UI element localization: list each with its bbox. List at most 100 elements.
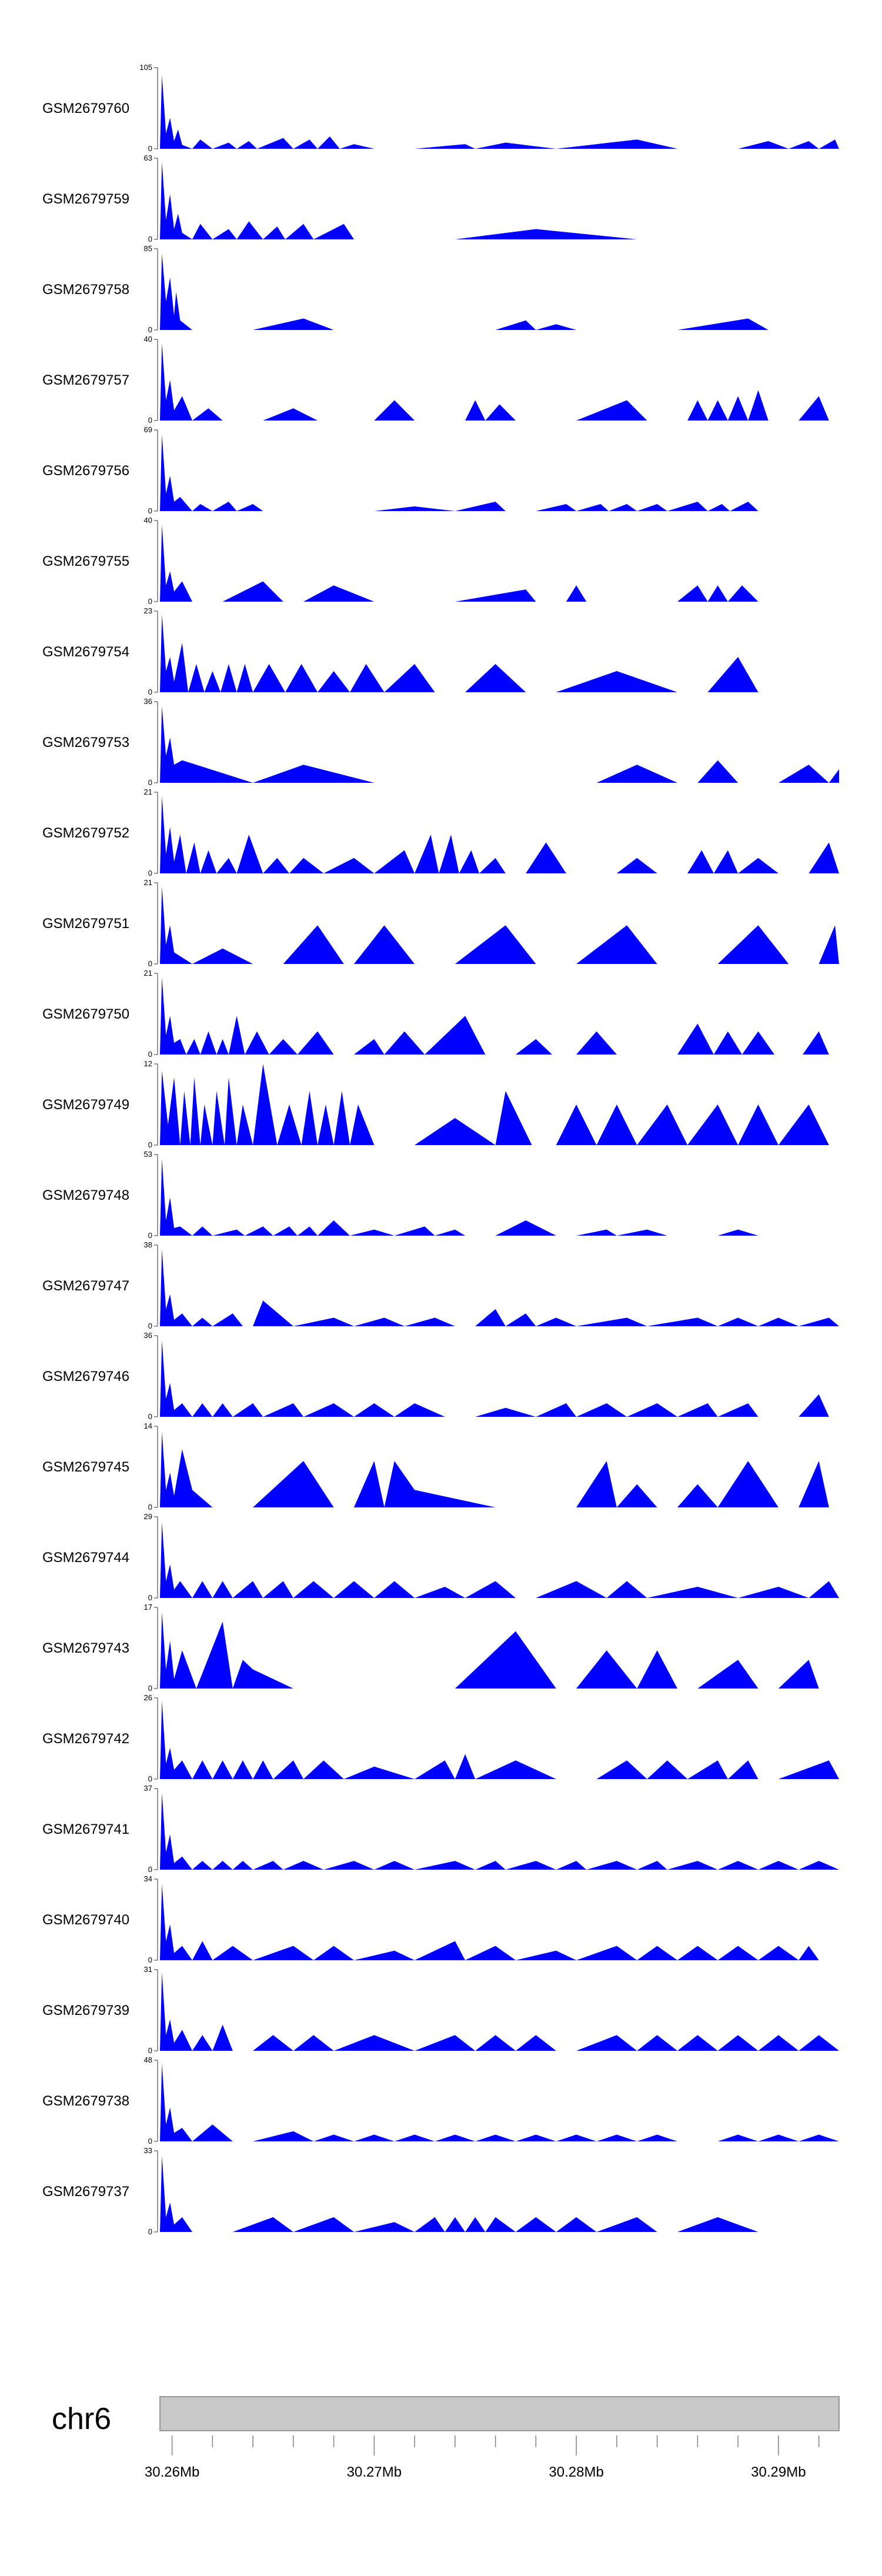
coverage-area <box>160 977 829 1055</box>
y-axis-max-label: 85 <box>144 244 152 253</box>
track-label: GSM2679745 <box>42 1459 129 1475</box>
coverage-area <box>160 1612 819 1689</box>
track-label: GSM2679752 <box>42 825 129 841</box>
y-axis-min-label: 0 <box>148 959 152 968</box>
y-axis-min-label: 0 <box>148 597 152 606</box>
y-axis-min-label: 0 <box>148 144 152 153</box>
y-axis-max-label: 53 <box>144 1150 152 1159</box>
track-GSM2679752: GSM2679752 21 0 <box>42 788 839 877</box>
axis-ticks: 30.26Mb 30.27Mb 30.28Mb 30.29Mb <box>145 2435 820 2480</box>
y-axis-min-label: 0 <box>148 325 152 334</box>
track-label: GSM2679737 <box>42 2184 129 2200</box>
track-GSM2679754: GSM2679754 23 0 <box>42 606 799 696</box>
coverage-area <box>160 1432 829 1507</box>
y-axis-min-label: 0 <box>148 778 152 787</box>
y-axis-min-label: 0 <box>148 506 152 515</box>
coverage-area <box>160 253 769 330</box>
track-GSM2679757: GSM2679757 40 0 <box>42 335 829 425</box>
coverage-area <box>160 706 839 783</box>
track-label: GSM2679760 <box>42 101 129 116</box>
track-label: GSM2679759 <box>42 191 129 207</box>
y-axis-min-label: 0 <box>148 1956 152 1964</box>
y-axis-min-label: 0 <box>148 1231 152 1240</box>
coverage-area <box>160 1793 839 1870</box>
track-label: GSM2679740 <box>42 1912 129 1928</box>
tracks-layer: GSM26797601050GSM2679759630GSM2679758850… <box>42 63 839 2236</box>
y-axis-min-label: 0 <box>148 1412 152 1421</box>
coverage-area <box>160 1064 829 1145</box>
track-label: GSM2679750 <box>42 1006 129 1022</box>
coverage-area <box>160 615 799 692</box>
y-axis-max-label: 48 <box>144 2056 152 2064</box>
y-axis-max-label: 29 <box>144 1512 152 1521</box>
y-axis-max-label: 17 <box>144 1603 152 1611</box>
track-label: GSM2679748 <box>42 1187 129 1203</box>
tick-label: 30.26Mb <box>145 2464 199 2480</box>
track-GSM2679738: GSM2679738 48 0 <box>42 2056 839 2145</box>
coverage-area <box>160 1249 839 1326</box>
track-GSM2679740: GSM2679740 34 0 <box>42 1874 819 1964</box>
y-axis-min-label: 0 <box>148 1593 152 1602</box>
track-GSM2679741: GSM2679741 37 0 <box>42 1784 839 1874</box>
coverage-area <box>160 1340 829 1417</box>
track-GSM2679758: GSM2679758 85 0 <box>42 244 769 334</box>
y-axis-max-label: 21 <box>144 969 152 977</box>
track-GSM2679746: GSM2679746 36 0 <box>42 1331 829 1421</box>
coverage-area <box>160 524 809 602</box>
tick-label: 30.27Mb <box>347 2464 402 2480</box>
track-label: GSM2679753 <box>42 735 129 750</box>
track-label: GSM2679749 <box>42 1097 129 1113</box>
y-axis-min-label: 0 <box>148 2137 152 2145</box>
y-axis-max-label: 37 <box>144 1784 152 1793</box>
y-axis-max-label: 12 <box>144 1059 152 1068</box>
track-GSM2679742: GSM2679742 26 0 <box>42 1693 839 1783</box>
y-axis-min-label: 0 <box>148 1050 152 1059</box>
track-label: GSM2679757 <box>42 372 129 388</box>
track-GSM2679755: GSM2679755 40 0 <box>42 516 809 606</box>
y-axis-max-label: 26 <box>144 1693 152 1702</box>
coverage-area <box>160 1972 839 2051</box>
y-axis-min-label: 0 <box>148 688 152 696</box>
track-GSM2679743: GSM2679743 17 0 <box>42 1603 819 1693</box>
y-axis-max-label: 38 <box>144 1240 152 1249</box>
tick-label: 30.28Mb <box>549 2464 603 2480</box>
y-axis-min-label: 0 <box>148 2227 152 2236</box>
chromosome-ideogram <box>159 2396 840 2431</box>
track-label: GSM2679751 <box>42 916 129 932</box>
y-axis-min-label: 0 <box>148 1322 152 1330</box>
coverage-area <box>160 1522 839 1598</box>
track-GSM2679748: GSM2679748 53 0 <box>42 1150 759 1240</box>
track-GSM2679739: GSM2679739 31 0 <box>42 1965 839 2055</box>
track-GSM2679751: GSM2679751 21 0 <box>42 878 839 968</box>
track-label: GSM2679743 <box>42 1640 129 1656</box>
coverage-area <box>160 75 839 149</box>
track-GSM2679759: GSM2679759 63 0 <box>42 154 739 243</box>
track-GSM2679747: GSM2679747 38 0 <box>42 1240 839 1330</box>
y-axis-min-label: 0 <box>148 1684 152 1693</box>
y-axis-max-label: 36 <box>144 1331 152 1340</box>
y-axis-min-label: 0 <box>148 1774 152 1783</box>
y-axis-max-label: 14 <box>144 1422 152 1430</box>
track-GSM2679749: GSM2679749 12 0 <box>42 1059 829 1149</box>
y-axis-max-label: 23 <box>144 606 152 615</box>
y-axis-max-label: 33 <box>144 2146 152 2155</box>
track-GSM2679750: GSM2679750 21 0 <box>42 969 829 1059</box>
track-label: GSM2679758 <box>42 282 129 298</box>
track-GSM2679737: GSM2679737 33 0 <box>42 2146 799 2236</box>
track-GSM2679744: GSM2679744 29 0 <box>42 1512 839 1602</box>
y-axis-max-label: 40 <box>144 335 152 343</box>
coverage-area <box>160 1701 839 1779</box>
track-label: GSM2679756 <box>42 463 129 479</box>
coverage-area <box>160 162 739 239</box>
track-label: GSM2679755 <box>42 553 129 569</box>
y-axis-min-label: 0 <box>148 235 152 243</box>
y-axis-max-label: 40 <box>144 516 152 525</box>
track-GSM2679760: GSM2679760 105 0 <box>42 63 839 153</box>
coverage-area <box>160 343 829 421</box>
track-label: GSM2679754 <box>42 644 129 660</box>
coverage-area <box>160 1159 759 1236</box>
coverage-area <box>160 1884 819 1960</box>
track-label: GSM2679739 <box>42 2003 129 2018</box>
genome-axis: chr6 30.26Mb 30.27Mb 30.28Mb 30.29Mb <box>52 2396 840 2480</box>
